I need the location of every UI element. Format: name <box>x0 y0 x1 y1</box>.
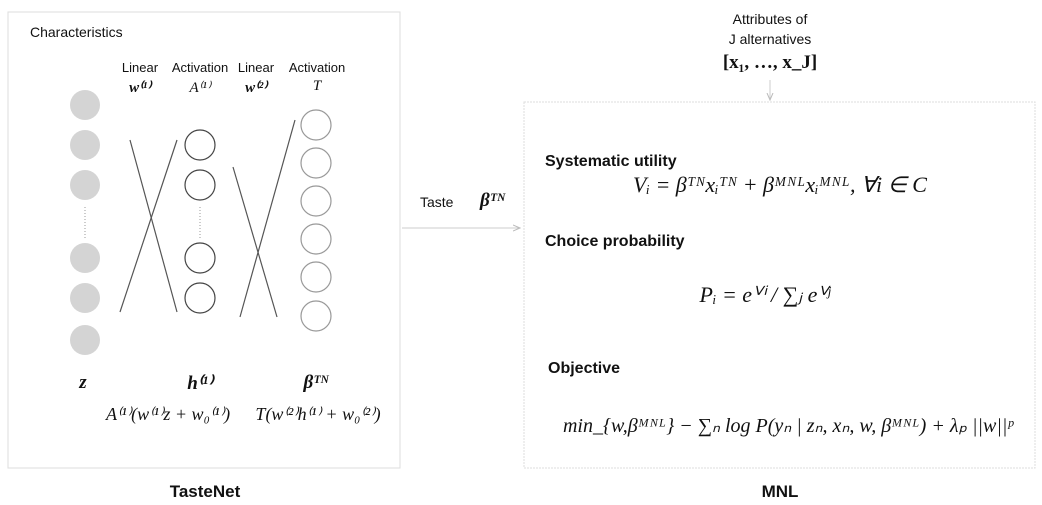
mnl-box <box>523 101 1036 469</box>
taste-label: βᵀᴺ <box>303 372 329 393</box>
layer-symbol: A⁽¹⁾ <box>189 80 211 96</box>
tastenet-box <box>7 11 401 469</box>
input-nodes <box>70 90 100 355</box>
formula: Vᵢ = βᵀᴺxᵢᵀᴺ + βᴹᴺᴸxᵢᴹᴺᴸ, ∀i ∈ C <box>633 172 927 197</box>
hidden-label: h⁽¹⁾ <box>187 373 213 394</box>
layer-name: Activation <box>288 60 346 75</box>
layer-name: Activation <box>171 60 229 75</box>
output-formula: T(w⁽²⁾h⁽¹⁾ + w₀⁽²⁾) <box>255 404 381 424</box>
formula: min_{w,βᴹᴺᴸ} − ∑ₙ log P(yₙ | zₙ, xₙ, w, … <box>562 415 1014 437</box>
layer-name: Linear <box>237 60 275 75</box>
hidden-formula: A⁽¹⁾(w⁽¹⁾z + w₀⁽¹⁾) <box>105 404 231 424</box>
formula: Pᵢ = eⱽⁱ / ∑ⱼ eⱽʲ <box>699 282 831 307</box>
attributes-line: [x₁, …, x_J] <box>722 52 818 73</box>
caption: TasteNet <box>169 482 241 501</box>
attributes-line: J alternatives <box>728 31 812 47</box>
hidden-nodes <box>184 129 216 314</box>
caption: MNL <box>761 482 799 501</box>
input-label: z <box>79 372 87 393</box>
section-heading: Choice probability <box>545 233 685 250</box>
connector-symbol: βᵀᴺ <box>480 190 506 211</box>
layer-symbol: w⁽²⁾ <box>245 80 267 96</box>
section-heading: Objective <box>548 360 621 377</box>
layer-name: Linear <box>121 60 159 75</box>
section-title: Characteristics <box>30 24 123 40</box>
connections <box>119 119 296 318</box>
attributes-line: Attributes of <box>732 11 808 27</box>
section-heading: Systematic utility <box>545 153 677 170</box>
layer-symbol: T <box>312 78 322 94</box>
connector-label: Taste <box>420 194 454 210</box>
layer-symbol: w⁽¹⁾ <box>129 80 151 96</box>
output-nodes <box>300 109 332 332</box>
